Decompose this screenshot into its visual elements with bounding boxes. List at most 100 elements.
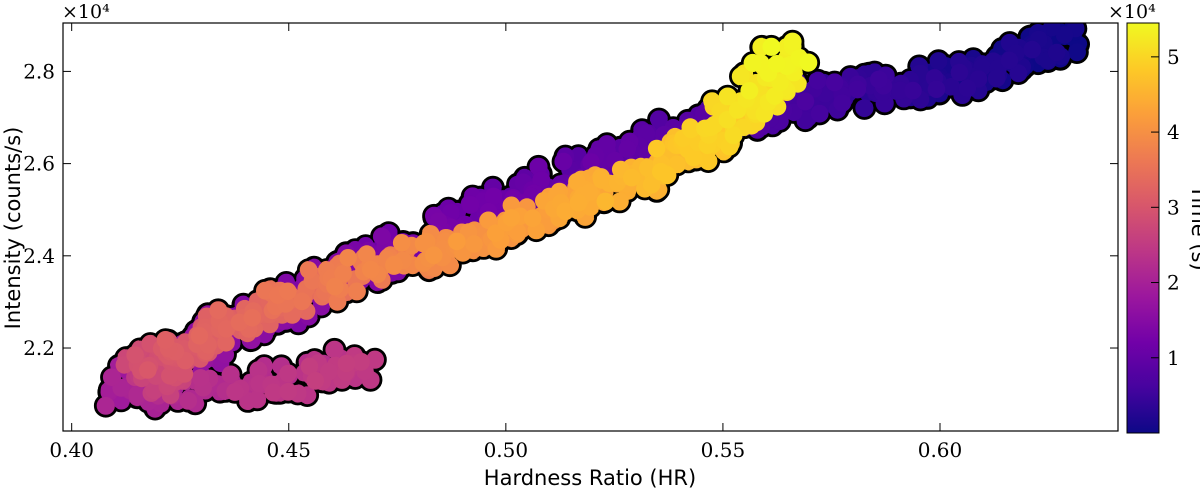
scatter-point-fill — [248, 390, 267, 409]
y-tick-label: 2.8 — [23, 59, 55, 83]
scatter-point-fill — [796, 92, 815, 111]
scatter-point-fill — [479, 211, 498, 230]
scatter-point-fill — [891, 81, 909, 100]
scatter-point-fill — [870, 70, 888, 89]
scatter-point-fill — [1023, 40, 1041, 59]
colorbar-ticks: 1 2 3 4 5 — [1151, 45, 1180, 370]
scatter-point-fill — [300, 357, 319, 376]
scatter-point-fill — [414, 234, 433, 253]
colorbar-tick-label: 1 — [1167, 346, 1180, 370]
scatter-point-fill — [209, 301, 227, 320]
y-multiplier-label: ×10⁴ — [62, 1, 110, 23]
scatter-point-fill — [337, 354, 356, 373]
x-tick-label: 0.55 — [701, 438, 746, 462]
scatter-point-fill — [461, 196, 480, 214]
scatter-point-fill — [385, 255, 403, 274]
scatter-point-fill — [352, 353, 370, 371]
scatter-point-fill — [808, 71, 827, 90]
scatter-point-fill — [249, 361, 268, 380]
y-axis-ticks: 2.2 2.4 2.6 2.8 — [23, 59, 1118, 360]
scatter-point-fill — [950, 63, 969, 82]
x-tick-label: 0.50 — [484, 438, 529, 462]
scatter-points — [93, 23, 1090, 421]
scatter-point-fill — [279, 382, 298, 401]
scatter-point-fill — [358, 245, 376, 263]
scatter-point-fill — [702, 118, 720, 136]
colorbar-tick-label: 2 — [1167, 271, 1180, 295]
scatter-point-fill — [768, 55, 786, 73]
scatter-point-fill — [366, 350, 384, 369]
scatter-point-fill — [502, 209, 521, 227]
scatter-point-fill — [424, 246, 443, 264]
scatter-point-fill — [556, 202, 574, 220]
scatter-point-fill — [987, 69, 1006, 88]
scatter-point-fill — [190, 327, 209, 345]
scatter-point-fill — [128, 385, 146, 404]
scatter-point-fill — [598, 135, 616, 153]
scatter-point-fill — [191, 369, 210, 387]
scatter-point-fill — [279, 364, 297, 383]
scatter-point-fill — [139, 361, 157, 379]
scatter-point-fill — [373, 227, 391, 246]
colorbar-tick-label: 3 — [1167, 195, 1180, 219]
scatter-point-fill — [724, 126, 743, 144]
scatter-point-fill — [362, 260, 380, 279]
scatter-point-fill — [103, 368, 121, 387]
scatter-point-fill — [825, 73, 844, 92]
colorbar-tick-label: 4 — [1167, 120, 1180, 144]
scatter-point-fill — [647, 139, 666, 158]
scatter-point-fill — [622, 168, 641, 187]
scatter-point-fill — [484, 187, 503, 206]
scatter-point-fill — [650, 110, 668, 129]
scatter-point-fill — [569, 194, 588, 212]
y-axis-title: Intensity (counts/s) — [1, 127, 25, 330]
scatter-point-fill — [927, 80, 946, 98]
scatter-point-fill — [348, 282, 366, 301]
x-tick-label: 0.45 — [266, 438, 311, 462]
scatter-point-fill — [810, 104, 829, 123]
scatter-point-fill — [1043, 23, 1061, 37]
scatter-point-fill — [743, 54, 762, 72]
scatter-point-fill — [334, 264, 352, 283]
scatter-point-fill — [529, 158, 548, 176]
scatter-point-fill — [1068, 43, 1086, 61]
scatter-point-fill — [339, 248, 357, 267]
scatter-point-fill — [523, 209, 542, 228]
scatter-point-fill — [226, 383, 244, 401]
scatter-point-fill — [765, 87, 784, 105]
scatter-point-fill — [783, 32, 802, 51]
scatter-point-fill — [221, 365, 240, 384]
scatter-point-fill — [699, 152, 718, 170]
scatter-point-fill — [326, 277, 344, 296]
scatter-point-fill — [465, 235, 483, 253]
scatter-point-fill — [217, 320, 236, 338]
colorbar-title: Time (s) — [1187, 184, 1200, 270]
scatter-point-fill — [325, 341, 344, 359]
scatter-point-fill — [392, 234, 411, 252]
scatter-point-fill — [175, 365, 194, 383]
x-tick-label: 0.40 — [49, 438, 94, 462]
scatter-point-fill — [618, 140, 637, 158]
scatter-point-fill — [929, 52, 948, 70]
scatter-point-fill — [293, 292, 311, 311]
scatter-point-fill — [848, 80, 867, 99]
x-axis-title: Hardness Ratio (HR) — [484, 466, 696, 490]
y-tick-label: 2.4 — [23, 244, 55, 268]
scatter-point-fill — [1047, 43, 1066, 62]
scatter-point-fill — [532, 171, 550, 189]
scatter-point-fill — [554, 152, 573, 171]
colorbar-multiplier-label: ×10⁴ — [1108, 1, 1156, 23]
scatter-point-fill — [658, 166, 677, 184]
scatter-point-fill — [732, 67, 750, 86]
plot-frame — [62, 22, 1119, 432]
scatter-point-fill — [833, 94, 851, 112]
scatter-point-fill — [762, 38, 781, 56]
scatter-point-fill — [448, 232, 466, 251]
scatter-point-fill — [1000, 51, 1019, 70]
scatter-point-fill — [740, 82, 759, 100]
scatter-point-fill — [596, 192, 615, 211]
scatter-point-fill — [217, 334, 235, 352]
scatter-point-fill — [486, 224, 505, 242]
colorbar-tick-label: 5 — [1167, 45, 1180, 69]
